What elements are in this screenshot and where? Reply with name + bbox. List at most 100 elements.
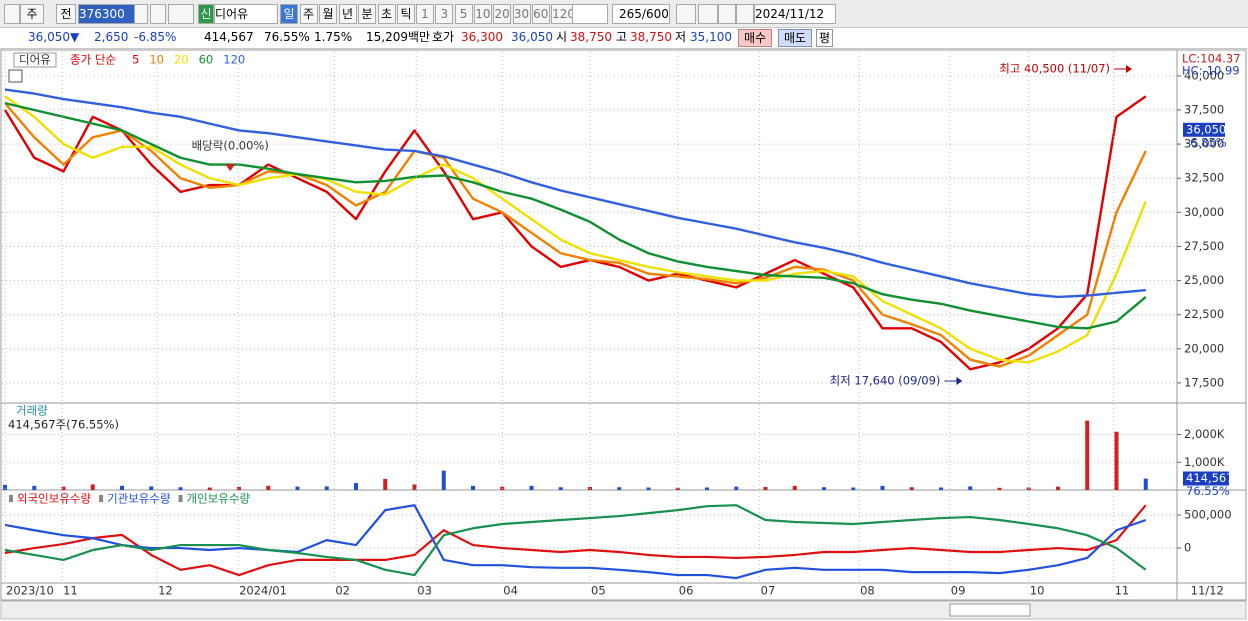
annotation: 최저 17,640 (09/09) [830,373,941,387]
volume-bar [61,486,66,490]
minute-button[interactable]: 5 [454,4,473,24]
scrollbar[interactable] [0,600,1247,620]
sound-icon[interactable] [168,4,194,24]
unit-button[interactable]: 년 [338,4,357,24]
legend-swatch [178,495,183,502]
annotation-arrow [956,376,963,385]
minute-button[interactable]: 60 [531,4,550,24]
scroll-thumb[interactable] [949,603,1031,617]
volume-bar [207,487,212,490]
chart-area: 17,500 20,000 22,500 25,000 27,500 30,000 32,5… [0,49,1247,620]
bid-label: 호가 [432,30,455,44]
legend-entry: 개인보유수량 [187,492,251,506]
tool-icon[interactable] [676,4,696,24]
series-line [4,102,1147,368]
open-label: 시 [556,30,568,44]
y-tick-label: 17,500 [1184,375,1224,389]
code-dropdown[interactable] [134,4,148,24]
indicator-label: HC:-10.99 [1182,64,1240,78]
volume-bar [90,484,95,490]
x-tick-label: 11/12 [1191,584,1224,598]
frame [0,49,1247,601]
volume-bar [266,485,271,490]
panel-icon [8,69,23,83]
y-tick-label: 27,500 [1184,239,1224,253]
menu-icon[interactable] [4,4,20,24]
tool-icon[interactable] [698,4,718,24]
minute-button[interactable]: 120 [551,4,575,24]
volume: 414,567 [204,30,254,44]
avg-button[interactable]: 평 [816,29,834,47]
y-tick-label: 35,000 [1184,137,1224,151]
annotation: 최고 40,500 (11/07) [999,62,1110,76]
panel-title: 디어유 [19,53,51,67]
volume-bar [529,485,534,490]
volume-bar [354,483,358,490]
legend-entry: 기관보유수량 [107,492,171,506]
unit-button[interactable]: 주 [299,4,318,24]
y-tick-label: 30,000 [1184,205,1224,219]
unit-button[interactable]: 초 [377,4,396,24]
unit-button[interactable]: 일 [280,4,298,24]
minute-button[interactable]: 1 [416,4,434,24]
y-tick-label: 37,500 [1184,102,1224,116]
volume-bar [471,485,475,490]
x-tick-label: 02 [335,584,350,598]
title-box [13,52,57,68]
change-rate: -6.85% [134,30,177,44]
series-line [4,95,1147,364]
open: 38,750 [570,30,612,44]
volume-bar [1143,478,1148,490]
volume-bar [617,487,622,490]
sell-button[interactable]: 매도 [778,29,813,47]
x-tick-label: 12 [158,584,173,598]
volume-bar [851,487,856,490]
volume-bar [149,486,154,490]
volume-bar [909,487,914,490]
date-box[interactable]: 2024/11/12 [754,4,836,24]
minute-button[interactable]: 3 [435,4,454,24]
code-input[interactable]: 376300 [78,4,136,24]
y-tick-label: 22,500 [1184,307,1224,321]
unit-button[interactable]: 분 [358,4,376,24]
count-box[interactable]: 265/600 [612,4,670,24]
blank-select[interactable] [572,4,608,24]
last-price-label: 36,050 [1186,122,1226,136]
mode-button[interactable]: 전 [56,4,76,24]
volume-bar [968,486,973,490]
settings-icon[interactable] [736,4,754,24]
count: 265 [619,7,642,21]
legend-entry: 60 [199,53,214,67]
minute-button[interactable]: 10 [473,4,492,24]
minute-button[interactable]: 20 [493,4,512,24]
y-tick-label: 25,000 [1184,273,1224,287]
volume-bar [939,487,943,490]
minute-button[interactable]: 30 [512,4,531,24]
volume-bar [3,485,7,490]
volume-bar [120,485,124,490]
x-tick-label: 11 [1115,584,1130,598]
x-tick-label: 06 [679,584,694,598]
period-select[interactable]: 주 [20,4,44,24]
legend-entry: 20 [174,53,189,67]
save-icon[interactable] [718,4,736,24]
quote-bar: 36,050▼ 2,650 -6.85% 414,567 76.55% 1.75… [0,28,1248,49]
buy-button[interactable]: 매수 [738,29,773,47]
y-tick-label: 32,500 [1184,171,1224,185]
indicator-label: LC:104.37 [1182,52,1241,66]
high: 38,750 [630,30,672,44]
volume-bar [822,487,826,490]
credit-tag: 신 [198,4,214,24]
search-icon[interactable] [150,4,166,24]
ask: 36,300 [461,30,503,44]
unit-button[interactable]: 월 [319,4,337,24]
volume-bar [558,487,563,490]
x-tick-label: 10 [1030,584,1045,598]
unit-button[interactable]: 틱 [397,4,415,24]
volume-bar [295,486,300,490]
volume-bar [441,470,446,490]
last-price-box [1183,122,1225,137]
low-label: 저 [675,30,687,44]
series-line [4,504,1147,577]
